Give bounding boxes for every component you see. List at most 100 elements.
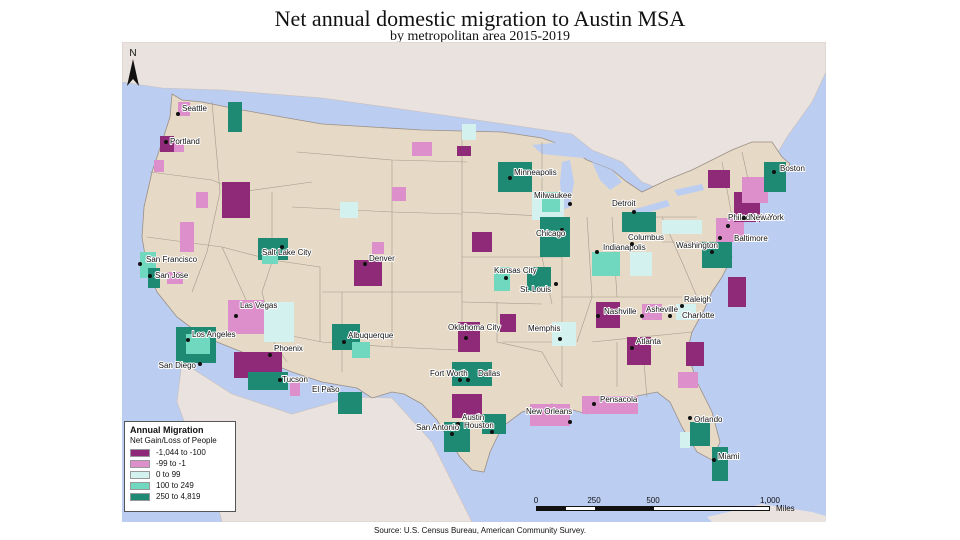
legend-title: Annual Migration	[130, 425, 204, 435]
city-label: Los Angeles	[192, 330, 236, 339]
city-point	[278, 378, 282, 382]
city-label: San Jose	[155, 271, 189, 280]
city-label: Chicago	[536, 229, 566, 238]
city-marker[interactable]: Memphis	[527, 323, 562, 341]
city-marker[interactable]: Austin	[456, 412, 485, 426]
lake-ontario	[674, 184, 704, 196]
city-marker[interactable]: Milwaukee	[533, 190, 573, 206]
city-point	[268, 353, 272, 357]
city-marker[interactable]: Indianapolis	[595, 242, 647, 254]
legend: Annual Migration Net Gain/Loss of People…	[124, 421, 236, 512]
legend-subtitle: Net Gain/Loss of People	[130, 436, 217, 445]
city-marker[interactable]: Albuquerque	[342, 330, 395, 344]
city-marker[interactable]: Detroit	[611, 198, 637, 214]
city-marker[interactable]: Las Vegas	[234, 300, 278, 318]
scale-bar-segments	[536, 506, 770, 511]
legend-item: 0 to 99	[130, 469, 230, 480]
city-point	[138, 262, 142, 266]
city-marker[interactable]: Baltimore	[718, 233, 769, 244]
city-point	[712, 458, 716, 462]
city-label: El Paso	[312, 385, 340, 394]
city-marker[interactable]: Orlando	[688, 414, 724, 425]
city-marker[interactable]: Kansas City	[493, 265, 538, 280]
city-marker[interactable]: Pensacola	[592, 394, 639, 406]
city-label: Columbus	[628, 233, 664, 242]
city-marker[interactable]: Asheville	[640, 304, 680, 318]
city-label: St. Louis	[520, 285, 551, 294]
city-marker[interactable]: Philadelphia	[726, 212, 773, 228]
city-label: Albuquerque	[348, 331, 394, 340]
city-label: Tucson	[282, 375, 308, 384]
city-marker[interactable]: Raleigh	[680, 294, 712, 308]
city-marker[interactable]: Denver	[363, 253, 396, 266]
city-marker[interactable]: Salt Lake City	[261, 245, 312, 258]
city-label: New York	[750, 213, 785, 222]
legend-item: 100 to 249	[130, 480, 230, 491]
city-marker[interactable]: El Paso	[311, 384, 341, 395]
city-label: Las Vegas	[240, 301, 277, 310]
lake-superior	[532, 142, 592, 158]
city-marker[interactable]: Washington	[675, 240, 719, 254]
city-label: Dallas	[478, 369, 500, 378]
map-title: Net annual domestic migration to Austin …	[274, 6, 686, 31]
city-label: San Francisco	[146, 255, 198, 264]
legend-label: 250 to 4,819	[156, 492, 201, 501]
city-label: Oklahoma City	[448, 323, 500, 332]
city-label: Salt Lake City	[262, 248, 311, 257]
city-marker[interactable]: Oklahoma City	[447, 322, 501, 340]
city-marker[interactable]: San Diego	[158, 360, 202, 371]
city-label: Charlotte	[682, 311, 715, 320]
legend-label: 100 to 249	[156, 481, 194, 490]
city-marker[interactable]: Dallas	[466, 368, 501, 382]
city-marker[interactable]: Portland	[164, 136, 201, 147]
city-label: San Antonio	[416, 423, 460, 432]
city-label: Nashville	[604, 307, 637, 316]
city-marker[interactable]: Chicago	[535, 228, 567, 239]
city-marker[interactable]: San Jose	[148, 270, 190, 281]
city-point	[198, 362, 202, 366]
city-label: Fort Worth	[430, 369, 468, 378]
city-label: Philadelphia	[728, 213, 772, 222]
city-marker[interactable]: Columbus	[627, 232, 665, 246]
city-label: Detroit	[612, 199, 636, 208]
city-marker[interactable]: Charlotte	[668, 310, 716, 321]
city-marker[interactable]: St. Louis	[519, 282, 558, 295]
city-point	[688, 416, 692, 420]
city-point	[640, 314, 644, 318]
city-marker[interactable]: Miami	[712, 451, 741, 462]
city-marker[interactable]: Phoenix	[268, 343, 304, 357]
source-note: Source: U.S. Census Bureau, American Com…	[374, 526, 586, 535]
city-marker[interactable]: Nashville	[596, 306, 638, 318]
legend-swatch	[130, 481, 150, 490]
city-point	[554, 282, 558, 286]
city-marker[interactable]: Seattle	[176, 103, 208, 116]
city-marker[interactable]: Houston	[463, 420, 495, 434]
city-marker[interactable]: San Antonio	[415, 422, 461, 436]
canada-land	[122, 42, 826, 198]
city-marker[interactable]: Fort Worth	[429, 368, 469, 382]
city-marker[interactable]: Atlanta	[630, 336, 662, 350]
city-point	[280, 245, 284, 249]
legend-rows: -1,044 to -100 -99 to -1 0 to 99 100 to 249…	[130, 447, 230, 502]
city-label: Boston	[780, 164, 805, 173]
city-marker[interactable]: Boston	[772, 163, 806, 174]
city-point	[186, 338, 190, 342]
city-point	[680, 304, 684, 308]
city-point	[342, 340, 346, 344]
city-marker[interactable]: New Orleans	[525, 406, 573, 424]
city-point	[630, 346, 634, 350]
city-marker[interactable]: Los Angeles	[186, 329, 237, 342]
city-marker[interactable]: Minneapolis	[508, 167, 558, 180]
city-label: New Orleans	[526, 407, 572, 416]
city-marker[interactable]: New York	[742, 212, 786, 223]
city-marker[interactable]: Tucson	[278, 374, 309, 385]
city-point	[148, 274, 152, 278]
north-arrow-icon: N	[127, 48, 139, 86]
city-label: Raleigh	[684, 295, 711, 304]
legend-swatch	[130, 470, 150, 479]
city-point	[458, 378, 462, 382]
map-frame[interactable]: Seattle Portland San Francisco San Jose Los …	[122, 42, 826, 522]
city-marker[interactable]: San Francisco	[138, 254, 199, 266]
legend-swatch	[130, 459, 150, 468]
city-label: Seattle	[182, 104, 207, 113]
